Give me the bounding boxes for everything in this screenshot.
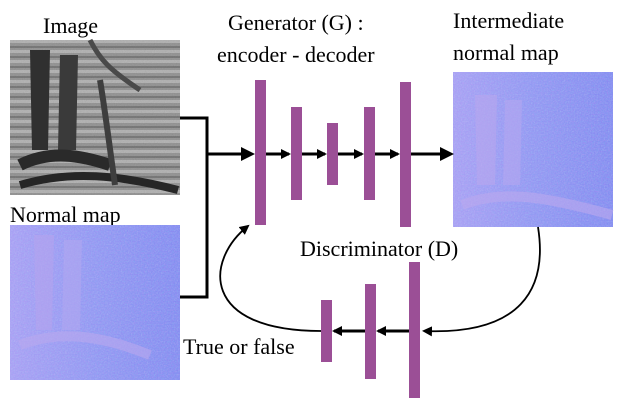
intermediate-to-discriminator-arrow [422,226,541,337]
discriminator-label: Discriminator (D) [300,236,458,261]
generator-layer-5 [400,82,411,227]
input-normal-map [10,225,180,380]
discriminator-layer-1 [321,300,332,362]
discriminator-layer-3 [409,262,420,398]
image-label: Image [43,13,98,38]
true-or-false-label: True or false [183,334,295,359]
generator-layer-2 [291,107,302,200]
generator-layer-4 [364,107,375,200]
normal-map-label: Normal map [10,202,121,227]
discriminator-layer-2 [365,284,376,379]
generator-layer-3 [327,123,338,185]
intermediate-label-line1: Intermediate [453,8,564,33]
discriminator-feedback-arrow [219,224,322,332]
generator-label-line1: Generator (G) : [228,10,364,35]
intermediate-normal-map [453,72,614,227]
intermediate-label-line2: normal map [453,40,559,65]
input-image [10,38,180,195]
normal-map-connector-line [180,154,209,299]
generator-label-line2: encoder - decoder [217,42,375,67]
image-connector-line [180,116,209,154]
generator-layer-1 [255,80,266,225]
